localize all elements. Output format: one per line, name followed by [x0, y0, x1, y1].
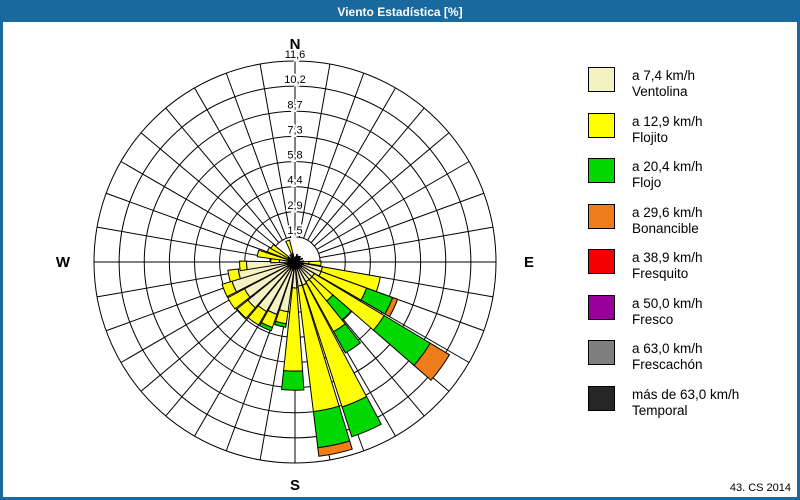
legend-category-label: Fresquito: [632, 266, 689, 281]
legend-speed-label: más de 63,0 km/h: [632, 386, 740, 402]
legend-item: más de 63,0 km/h Temporal: [588, 385, 788, 432]
petal-segment: [247, 305, 268, 326]
legend-item: a 7,4 km/h Ventolina: [588, 67, 788, 113]
legend-item: a 12,9 km/h Flojito: [588, 112, 788, 159]
petal-segment: [341, 395, 382, 438]
wind-rose-petals: [221, 239, 451, 457]
legend-color-swatch: [588, 158, 615, 183]
legend-category-label: Temporal: [632, 402, 688, 418]
petal-segment: [384, 296, 399, 318]
petal-segment: [317, 440, 353, 457]
legend-speed-label: a 7,4 km/h: [632, 68, 696, 83]
title-bar: Viento Estadística [%]: [3, 3, 797, 22]
legend-item: a 20,4 km/h Flojo: [588, 158, 788, 204]
legend-item: a 63,0 km/h Frescachón: [588, 340, 788, 386]
svg-text:2,9: 2,9: [287, 200, 302, 212]
legend-speed-label: a 12,9 km/h: [632, 113, 703, 129]
legend-speed-label: a 63,0 km/h: [632, 341, 703, 356]
petal-segment: [239, 260, 248, 272]
compass-label-south: S: [290, 477, 300, 494]
radial-axis-labels: 1,5 2,9 4,4 5,8 7,3 8,7 10,2 11,6: [282, 47, 307, 239]
legend-item: a 29,6 km/h Bonancible: [588, 203, 788, 250]
petal-segment: [332, 323, 362, 354]
legend-color-swatch: [588, 203, 615, 229]
chart-panel: 1,5 2,9 4,4 5,8 7,3 8,7 10,2 11,6 N S E W a 7,4 km/…: [3, 22, 797, 497]
svg-text:7,3: 7,3: [287, 124, 302, 136]
legend-speed-label: a 50,0 km/h: [632, 295, 703, 311]
petal-segment: [274, 320, 287, 328]
svg-text:4,4: 4,4: [287, 175, 302, 187]
svg-text:8,7: 8,7: [287, 99, 302, 111]
legend-color-swatch: [588, 385, 615, 411]
legend-speed-label: a 38,9 km/h: [632, 250, 703, 265]
svg-text:1,5: 1,5: [287, 225, 302, 237]
footer-credit: 43. CS 2014: [729, 482, 791, 494]
petal-segment: [236, 299, 256, 319]
legend-category-label: Bonancible: [632, 220, 699, 236]
legend-item: a 38,9 km/h Fresquito: [588, 249, 788, 295]
petal-segment: [227, 288, 251, 310]
compass-label-west: W: [56, 254, 71, 271]
petal-segment: [308, 260, 322, 267]
legend-category-label: Flojito: [632, 129, 669, 145]
wind-rose-chart: 1,5 2,9 4,4 5,8 7,3 8,7 10,2 11,6N S E W: [56, 36, 534, 494]
legend-category-label: Frescachón: [632, 357, 703, 372]
compass-label-east: E: [524, 254, 534, 271]
petal-segment: [221, 280, 237, 298]
legend-item: a 50,0 km/h Fresco: [588, 294, 788, 341]
legend-category-label: Flojo: [632, 175, 662, 190]
petal-segment: [413, 342, 451, 381]
legend-speed-label: a 20,4 km/h: [632, 159, 703, 174]
legend-color-swatch: [588, 67, 615, 92]
legend-category-label: Fresco: [632, 311, 674, 327]
legend-category-label: Ventolina: [632, 84, 688, 99]
svg-text:5,8: 5,8: [287, 150, 302, 162]
svg-text:11,6: 11,6: [285, 49, 306, 61]
legend-color-swatch: [588, 249, 615, 274]
petal-segment: [227, 268, 241, 283]
legend-color-swatch: [588, 112, 615, 138]
legend-speed-label: a 29,6 km/h: [632, 204, 703, 220]
centre-cluster: [286, 252, 305, 271]
petal-segment: [259, 321, 274, 332]
compass-labels: N S E W: [56, 36, 534, 494]
compass-label-north: N: [290, 36, 301, 53]
legend-color-swatch: [588, 340, 615, 365]
window-title: Viento Estadística [%]: [337, 5, 463, 19]
svg-text:10,2: 10,2: [284, 74, 305, 86]
petal-segment: [281, 370, 305, 391]
legend: a 7,4 km/h Ventolina a 12,9 km/h Flojito…: [588, 67, 788, 431]
legend-color-swatch: [588, 294, 615, 320]
